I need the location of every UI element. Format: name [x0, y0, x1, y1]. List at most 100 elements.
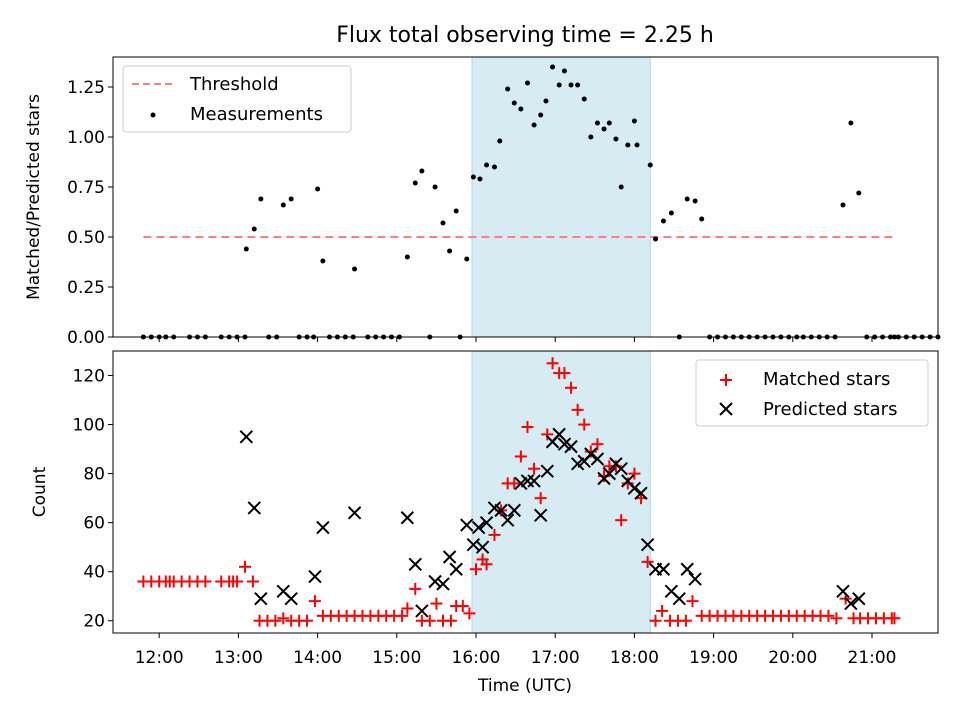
x-tick-label: 20:00 [768, 648, 817, 668]
predicted-star-point [308, 569, 322, 584]
y-tick-label: 100 [73, 416, 105, 436]
measurement-point [561, 68, 567, 74]
y-tick-label: 0.50 [67, 228, 105, 248]
measurement-point [518, 106, 524, 112]
measurement-point [631, 118, 637, 124]
matched-star-point [571, 403, 584, 416]
predicted-star-point [408, 557, 422, 572]
measurement-point [606, 120, 612, 126]
measurement-point [412, 180, 418, 186]
measurement-point [419, 168, 425, 174]
bottom-legend: Matched stars Predicted stars [695, 359, 929, 427]
matched-star-point [463, 607, 476, 620]
predicted-star-point [347, 506, 362, 520]
predicted-star-point [533, 508, 548, 523]
matched-star-point [401, 602, 414, 615]
measurement-point [653, 236, 659, 242]
predicted-star-point [634, 486, 648, 500]
measurement-point [568, 82, 574, 88]
measurement-point [692, 198, 698, 204]
matched-star-point [308, 595, 321, 608]
predicted-star-point [400, 511, 415, 525]
predicted-star-point [471, 520, 486, 535]
predicted-star-point [500, 513, 515, 527]
measurement-point [243, 246, 249, 252]
predicted-star-point [627, 481, 642, 496]
matched-star-point [565, 381, 578, 394]
measurement-point [432, 184, 438, 190]
matched-star-point [480, 558, 493, 571]
matched-star-point [584, 445, 597, 458]
legend-matched-label: Matched stars [763, 369, 890, 390]
predicted-star-point [428, 574, 442, 589]
matched-star-point [239, 560, 251, 573]
measurement-point [684, 196, 690, 202]
measurement-point [550, 64, 556, 70]
predicted-star-point [614, 461, 628, 476]
measurement-point [511, 100, 517, 106]
measurement-point [625, 142, 631, 148]
top-y-axis-label: Matched/Predicted stars [24, 94, 44, 300]
y-tick-label: 0.25 [67, 278, 105, 298]
bottom-plot-frame [112, 350, 939, 634]
measurement-point [668, 210, 674, 216]
measurement-point [453, 208, 459, 214]
measurement-point [288, 196, 294, 202]
predicted-star-point [475, 540, 490, 554]
predicted-star-point [688, 572, 702, 586]
measurement-point [524, 80, 530, 86]
y-tick-label: 0.75 [67, 178, 105, 198]
measurement-point [538, 112, 544, 118]
measurement-point [470, 174, 476, 180]
measurement-point [280, 202, 286, 208]
matched-star-point [409, 582, 422, 595]
x-tick-label: 13:00 [214, 648, 263, 668]
matched-star-point [686, 595, 699, 608]
measurement-point [601, 126, 607, 132]
x-tick-label: 14:00 [293, 648, 342, 668]
matched-star-point [591, 438, 604, 451]
measurement-point [840, 202, 846, 208]
chart-title: Flux total observing time = 2.25 h [336, 23, 714, 48]
matched-star-point [521, 421, 534, 434]
predicted-star-point [442, 550, 457, 564]
matched-star-point [628, 467, 641, 480]
measurement-point [484, 162, 490, 168]
measurement-point [848, 120, 854, 126]
predicted-star-point [239, 430, 254, 444]
top-legend: Threshold Measurements [122, 65, 352, 133]
x-tick-label: 16:00 [452, 648, 501, 668]
predicted-star-point [680, 562, 694, 576]
matched-star-point [430, 597, 443, 610]
measurement-point [440, 220, 446, 226]
matched-star-point [269, 614, 282, 627]
y-tick-label: 60 [83, 514, 105, 534]
matched-star-point [578, 418, 591, 431]
measurement-point [556, 82, 562, 88]
legend-predicted-label: Predicted stars [763, 399, 897, 420]
predicted-star-point [836, 584, 850, 599]
matched-star-point [888, 612, 901, 625]
legend-measurements-label: Measurements [190, 104, 323, 125]
predicted-star-point [852, 591, 866, 606]
top-panel: Flux total observing time = 2.25 h 0.00 0… [24, 23, 941, 348]
matched-star-point [199, 575, 212, 588]
measurement-point [464, 256, 470, 262]
top-legend-box [122, 65, 352, 133]
bottom-y-axis-label: Count [30, 466, 50, 517]
measurement-point [647, 162, 653, 168]
predicted-star-point [507, 503, 521, 518]
measurement-point [634, 142, 640, 148]
bottom-legend-box [695, 359, 929, 427]
x-tick-label: 21:00 [848, 648, 897, 668]
matched-star-point [679, 614, 692, 627]
matched-star-point [396, 609, 409, 622]
matched-star-point [615, 514, 628, 527]
x-tick-label: 12:00 [135, 648, 184, 668]
measurement-point [575, 82, 581, 88]
y-tick-label: 1.00 [67, 128, 105, 148]
matched-star-point [423, 614, 436, 627]
matched-star-point [641, 555, 654, 568]
measurement-point [497, 138, 503, 144]
